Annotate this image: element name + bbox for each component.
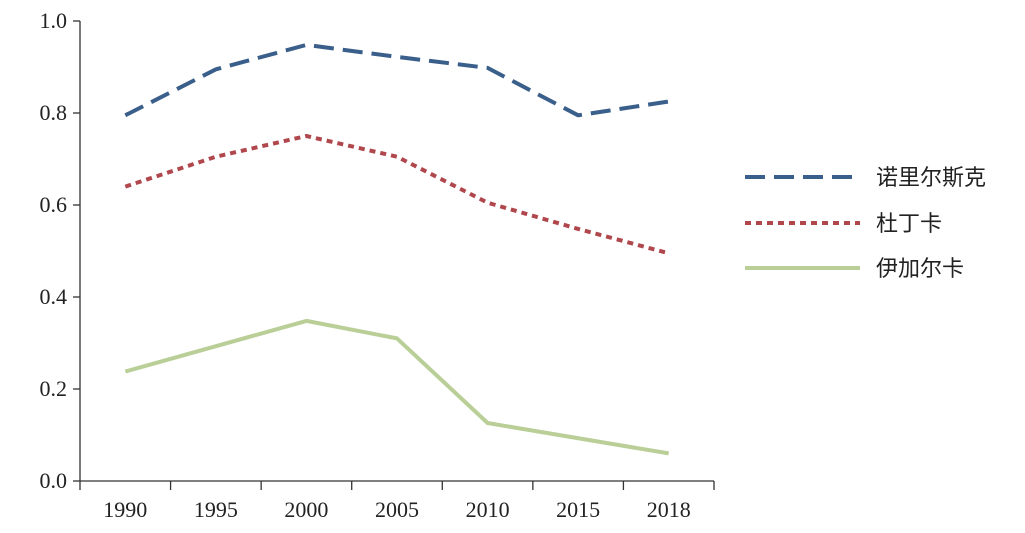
y-tick-label: 0.2 (40, 376, 68, 401)
x-tick-label: 1990 (103, 497, 147, 522)
legend-label: 杜丁卡 (876, 212, 942, 237)
series-lines (124, 42, 670, 456)
y-ticks: 0.0 0.2 0.4 0.6 0.8 1.0 (40, 8, 80, 493)
series-line-2 (124, 318, 670, 456)
series-line-1 (124, 134, 670, 256)
y-tick-label: 0.0 (40, 468, 68, 493)
x-ticks: 1990 1995 2000 2005 2010 2015 2018 (79, 481, 715, 522)
axes (79, 21, 714, 482)
y-tick-label: 0.6 (40, 192, 68, 217)
x-tick-label: 2010 (466, 497, 510, 522)
x-tick-label: 2000 (284, 497, 328, 522)
y-tick-label: 1.0 (40, 8, 68, 33)
x-tick-label: 1995 (194, 497, 238, 522)
y-tick-label: 0.8 (40, 100, 68, 125)
x-tick-label: 2018 (647, 497, 691, 522)
series-line-0 (124, 42, 670, 118)
x-tick-label: 2015 (556, 497, 600, 522)
y-tick-label: 0.4 (40, 284, 68, 309)
legend-label: 伊加尔卡 (876, 257, 964, 282)
x-tick-label: 2005 (375, 497, 419, 522)
legend-label: 诺里尔斯克 (876, 166, 986, 191)
